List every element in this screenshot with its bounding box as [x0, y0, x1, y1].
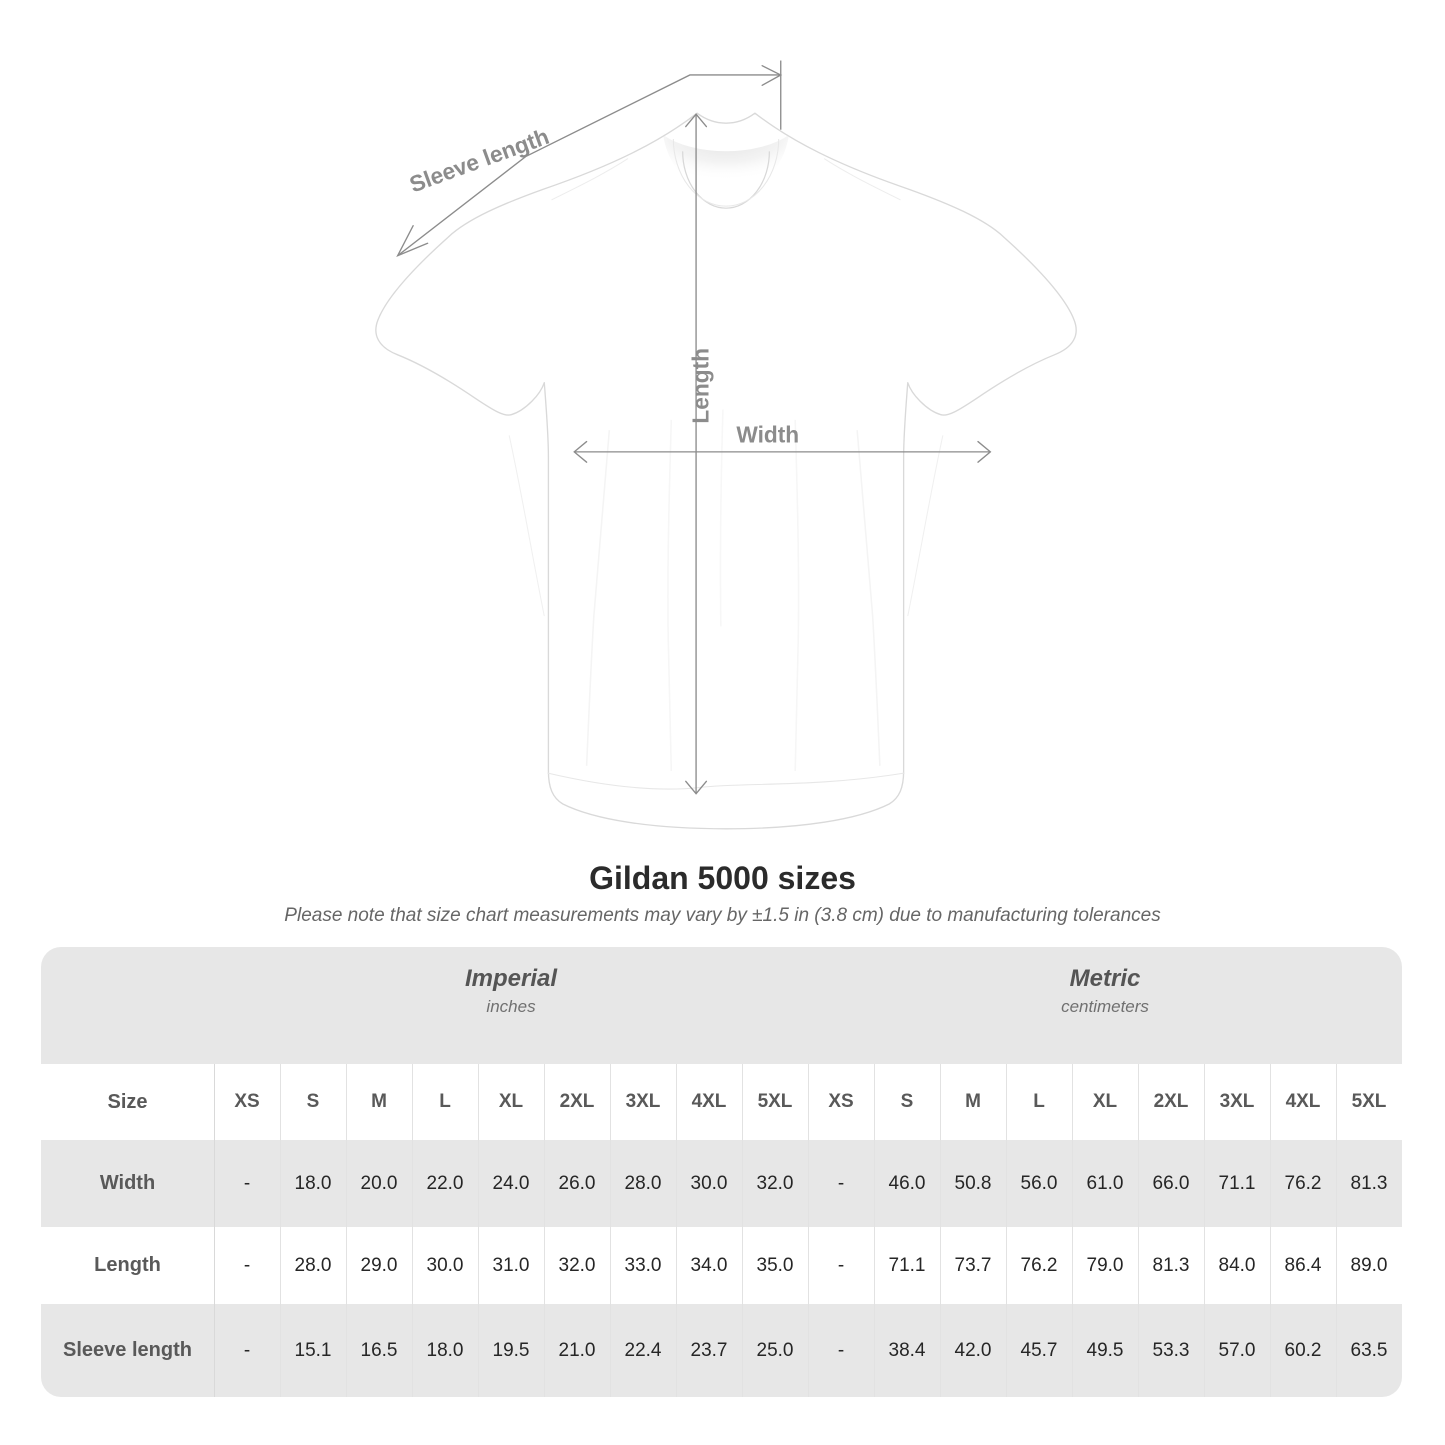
svg-text:Length: Length — [687, 348, 713, 424]
svg-text:Sleeve length: Sleeve length — [406, 123, 552, 197]
svg-text:Width: Width — [736, 422, 799, 448]
